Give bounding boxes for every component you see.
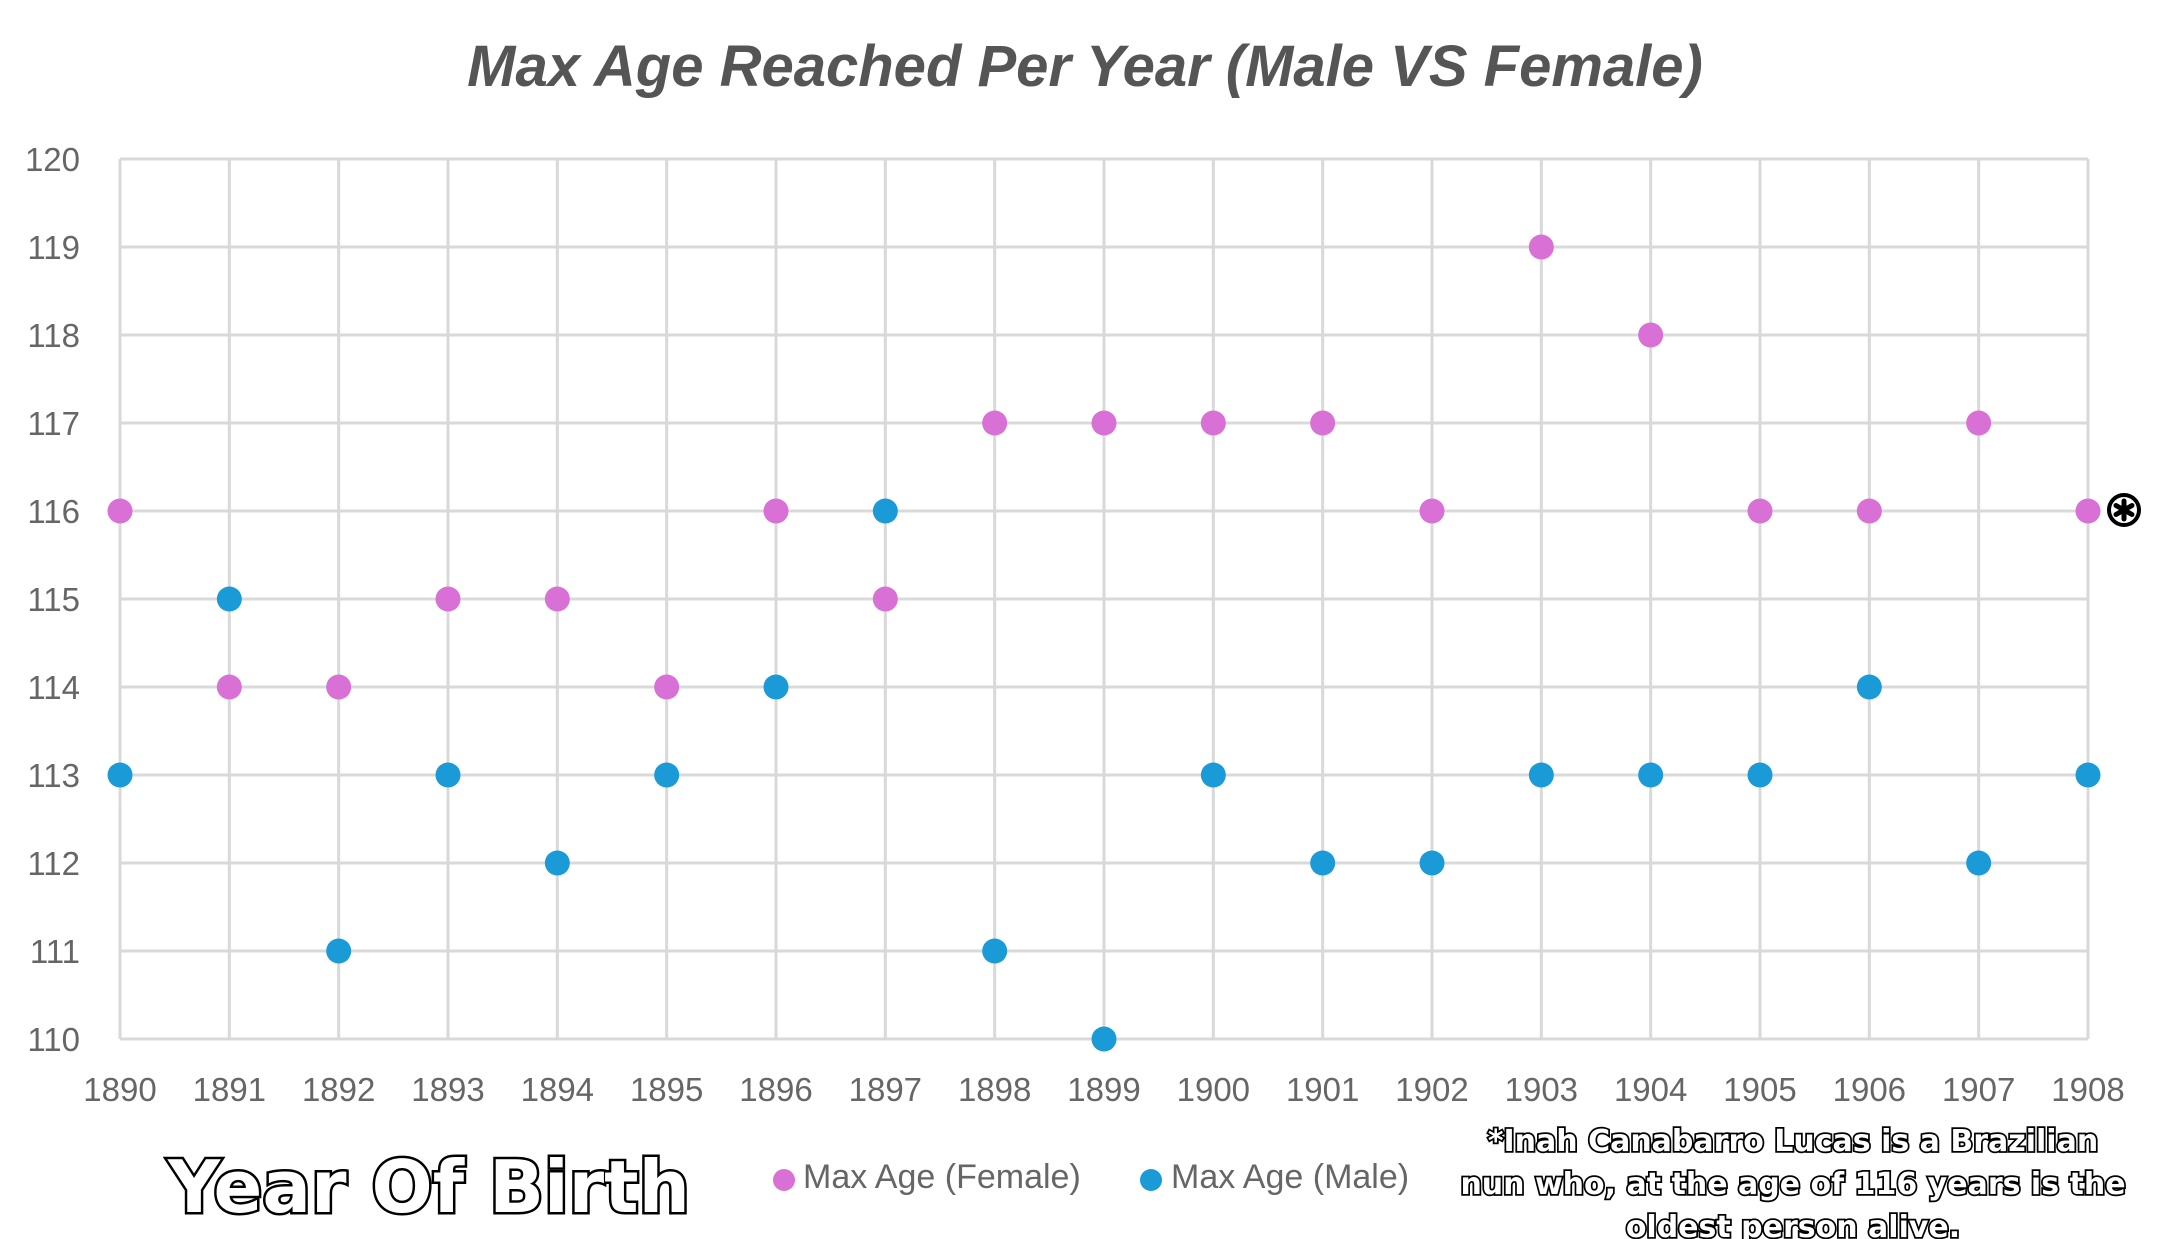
x-tick-label: 1900 — [1177, 1071, 1250, 1108]
x-tick-label: 1893 — [411, 1071, 484, 1108]
female-point-1892 — [326, 674, 352, 700]
female-point-1897 — [872, 586, 898, 612]
y-tick-label: 120 — [25, 141, 80, 178]
x-tick-label: 1898 — [958, 1071, 1031, 1108]
grid — [118, 157, 2090, 1041]
footnote: *Inah Canabarro Lucas is a Brazilian nun… — [1459, 1122, 2128, 1239]
x-tick-label: 1901 — [1286, 1071, 1359, 1108]
female-point-1907 — [1966, 410, 1992, 436]
male-point-1896 — [763, 674, 789, 700]
legend-label-male: Max Age (Male) — [1171, 1158, 1409, 1196]
x-tick-label: 1897 — [849, 1071, 922, 1108]
female-point-1908 — [2075, 498, 2101, 524]
legend-marker-male — [1140, 1169, 1162, 1191]
female-point-1900 — [1200, 410, 1226, 436]
data-points — [107, 234, 2101, 1052]
female-point-1891 — [216, 674, 242, 700]
x-tick-label: 1895 — [630, 1071, 703, 1108]
y-tick-label: 116 — [27, 493, 80, 530]
male-point-1906 — [1856, 674, 1882, 700]
male-point-1890 — [107, 762, 133, 788]
female-point-1901 — [1310, 410, 1336, 436]
x-tick-label: 1905 — [1723, 1071, 1796, 1108]
female-point-1895 — [654, 674, 680, 700]
x-tick-label: 1891 — [193, 1071, 266, 1108]
male-point-1902 — [1419, 850, 1445, 876]
male-point-1903 — [1528, 762, 1554, 788]
asterisk-icon — [2107, 493, 2141, 527]
male-point-1893 — [435, 762, 461, 788]
female-point-1902 — [1419, 498, 1445, 524]
male-point-1894 — [544, 850, 570, 876]
female-point-1896 — [763, 498, 789, 524]
male-point-1891 — [216, 586, 242, 612]
y-tick-label: 119 — [27, 229, 80, 266]
female-point-1903 — [1528, 234, 1554, 260]
x-tick-label: 1894 — [521, 1071, 594, 1108]
footnote-line-3: oldest person alive. — [1626, 1210, 1960, 1239]
female-point-1904 — [1638, 322, 1664, 348]
female-point-1899 — [1091, 410, 1117, 436]
x-tick-label: 1903 — [1505, 1071, 1578, 1108]
male-point-1907 — [1966, 850, 1992, 876]
female-point-1894 — [544, 586, 570, 612]
x-tick-label: 1908 — [2051, 1071, 2124, 1108]
y-tick-label: 117 — [27, 405, 80, 442]
x-tick-label: 1899 — [1067, 1071, 1140, 1108]
male-point-1904 — [1638, 762, 1664, 788]
y-tick-label: 114 — [27, 669, 80, 706]
y-tick-label: 115 — [27, 581, 80, 618]
y-tick-label: 111 — [30, 933, 80, 970]
female-point-1905 — [1747, 498, 1773, 524]
male-point-1901 — [1310, 850, 1336, 876]
footnote-line-1: *Inah Canabarro Lucas is a Brazilian — [1488, 1124, 2098, 1159]
footnote-line-2: nun who, at the age of 116 years is the — [1460, 1167, 2125, 1202]
male-point-1905 — [1747, 762, 1773, 788]
chart-title: Max Age Reached Per Year (Male VS Female… — [467, 34, 1703, 99]
x-tick-label: 1907 — [1942, 1071, 2015, 1108]
female-point-1906 — [1856, 498, 1882, 524]
x-tick-label: 1892 — [302, 1071, 375, 1108]
x-tick-label: 1904 — [1614, 1071, 1687, 1108]
male-point-1908 — [2075, 762, 2101, 788]
male-point-1900 — [1200, 762, 1226, 788]
y-tick-label: 112 — [27, 845, 80, 882]
legend-marker-female — [773, 1169, 795, 1191]
y-tick-labels: 110 111 112 113 114 115 116 117 118 119 120 — [25, 141, 80, 1058]
y-tick-label: 113 — [27, 757, 80, 794]
female-point-1890 — [107, 498, 133, 524]
y-tick-label: 110 — [27, 1021, 80, 1058]
male-point-1898 — [982, 938, 1008, 964]
x-tick-label: 1906 — [1833, 1071, 1906, 1108]
x-tick-labels: 1890 1891 1892 1893 1894 1895 1896 1897 1898 1899… — [83, 1071, 2124, 1108]
y-tick-label: 118 — [27, 317, 80, 354]
legend: Max Age (Female) Max Age (Male) — [773, 1158, 1409, 1196]
male-point-1892 — [326, 938, 352, 964]
female-point-1898 — [982, 410, 1008, 436]
female-point-1893 — [435, 586, 461, 612]
x-tick-label: 1890 — [83, 1071, 156, 1108]
x-tick-label: 1896 — [739, 1071, 812, 1108]
male-point-1899 — [1091, 1026, 1117, 1052]
x-tick-label: 1902 — [1395, 1071, 1468, 1108]
x-axis-title: Year Of Birth — [167, 1145, 690, 1229]
legend-label-female: Max Age (Female) — [803, 1158, 1081, 1196]
male-point-1897 — [872, 498, 898, 524]
male-point-1895 — [654, 762, 680, 788]
